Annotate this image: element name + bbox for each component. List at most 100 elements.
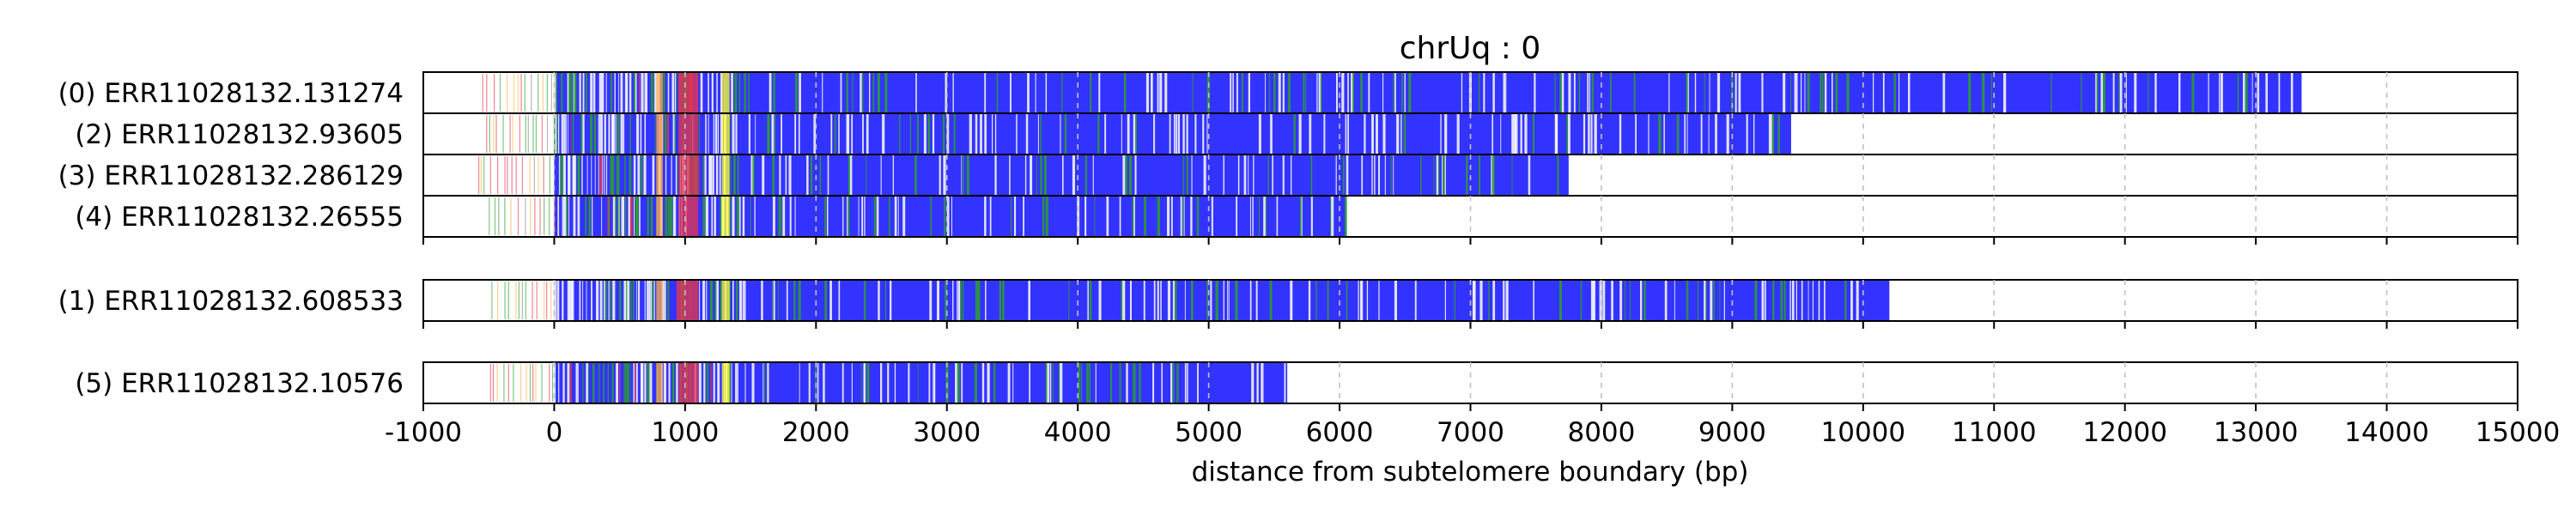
variant-mark <box>1771 114 1775 154</box>
variant-mark <box>676 73 677 112</box>
variant-mark <box>752 155 755 195</box>
variant-mark <box>551 364 554 402</box>
variant-mark <box>827 197 829 236</box>
variant-mark <box>1206 281 1208 320</box>
variant-mark <box>1308 281 1311 320</box>
variant-mark <box>1176 114 1178 154</box>
variant-mark <box>734 73 738 112</box>
variant-mark <box>623 197 625 236</box>
variant-mark <box>1127 114 1130 154</box>
variant-mark <box>1492 281 1496 320</box>
variant-mark <box>1143 281 1145 320</box>
variant-mark <box>629 155 632 195</box>
variant-mark <box>1305 73 1307 112</box>
variant-mark <box>568 155 571 195</box>
read-row: (0) ERR11028132.131274 <box>58 73 2302 112</box>
variant-mark <box>848 155 851 195</box>
variant-mark <box>955 363 958 403</box>
variant-mark <box>637 155 641 195</box>
variant-mark <box>980 114 982 154</box>
variant-mark <box>1361 155 1364 195</box>
variant-mark <box>1503 281 1505 320</box>
variant-mark <box>1376 114 1378 154</box>
variant-mark <box>1152 363 1155 403</box>
variant-mark <box>1180 197 1182 236</box>
variant-mark <box>1330 197 1332 236</box>
variant-mark <box>569 363 572 403</box>
variant-band <box>678 155 699 195</box>
variant-mark <box>605 155 608 195</box>
variant-mark <box>1440 114 1442 154</box>
variant-mark <box>1658 114 1662 154</box>
variant-mark <box>1705 281 1707 320</box>
variant-mark <box>1174 114 1176 154</box>
variant-mark <box>1194 114 1197 154</box>
variant-mark <box>981 363 985 403</box>
variant-mark <box>1248 155 1249 195</box>
variant-mark <box>1687 281 1689 320</box>
variant-band <box>678 114 699 154</box>
variant-mark <box>754 197 756 236</box>
variant-mark <box>1144 197 1146 236</box>
variant-mark <box>1272 155 1273 195</box>
read-bar <box>554 281 1890 320</box>
variant-mark <box>1456 114 1460 154</box>
variant-mark <box>592 363 595 403</box>
variant-mark <box>586 363 588 403</box>
variant-mark <box>1738 73 1741 112</box>
variant-mark <box>478 156 480 194</box>
variant-mark <box>1135 114 1137 154</box>
variant-mark <box>1400 114 1402 154</box>
variant-mark <box>654 73 657 112</box>
variant-mark <box>975 114 978 154</box>
variant-mark <box>702 155 704 195</box>
variant-mark <box>1027 73 1030 112</box>
variant-mark <box>550 282 552 319</box>
variant-mark <box>1024 155 1027 195</box>
variant-mark <box>786 281 788 320</box>
variant-mark <box>1045 197 1048 236</box>
variant-mark <box>535 115 537 153</box>
variant-mark <box>671 73 674 112</box>
variant-mark <box>1473 281 1476 320</box>
variant-mark <box>1061 73 1063 112</box>
variant-mark <box>483 156 485 194</box>
variant-mark <box>1795 73 1798 112</box>
variant-mark <box>1436 155 1439 195</box>
variant-mark <box>1236 197 1238 236</box>
variant-mark <box>493 115 495 153</box>
variant-mark <box>617 114 620 154</box>
variant-mark <box>838 281 841 320</box>
variant-mark <box>1674 281 1675 320</box>
variant-mark <box>1687 73 1689 112</box>
variant-mark <box>1704 281 1706 320</box>
variant-mark <box>817 363 819 403</box>
variant-mark <box>1134 155 1137 195</box>
variant-mark <box>872 73 875 112</box>
variant-mark <box>840 73 842 112</box>
variant-mark <box>1206 114 1208 154</box>
variant-mark <box>852 73 854 112</box>
variant-mark <box>709 155 712 195</box>
variant-mark <box>705 114 707 154</box>
variant-mark <box>510 197 512 235</box>
variant-mark <box>535 364 537 402</box>
variant-mark <box>711 281 713 320</box>
variant-mark <box>635 363 638 403</box>
variant-mark <box>899 114 901 154</box>
variant-mark <box>604 155 605 195</box>
variant-mark <box>2251 73 2253 112</box>
variant-mark <box>1309 114 1312 154</box>
variant-mark <box>1176 363 1179 403</box>
variant-mark <box>618 197 620 236</box>
variant-mark <box>706 281 708 320</box>
variant-mark <box>1520 114 1522 154</box>
variant-band <box>656 155 663 195</box>
variant-mark <box>1515 114 1518 154</box>
variant-mark <box>670 197 673 236</box>
variant-mark <box>939 155 941 195</box>
variant-mark <box>601 73 605 112</box>
variant-mark <box>515 156 517 194</box>
variant-mark <box>617 155 620 195</box>
variant-mark <box>625 197 627 236</box>
